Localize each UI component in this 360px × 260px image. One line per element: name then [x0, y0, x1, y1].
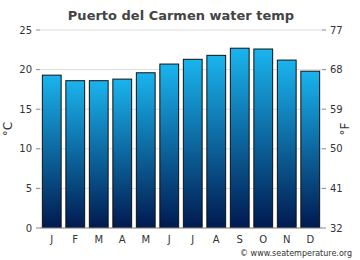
y-tick — [36, 188, 40, 189]
grid-line — [40, 30, 322, 31]
y2-tick-label: 41 — [330, 183, 343, 194]
bar — [136, 73, 155, 228]
bar — [66, 81, 85, 228]
y2-axis-label: °F — [338, 122, 352, 135]
x-tick-label: M — [94, 234, 103, 245]
y-tick-label: 5 — [26, 183, 32, 194]
y-tick — [36, 30, 40, 31]
x-tick-label: J — [190, 234, 194, 245]
y2-tick — [322, 109, 326, 110]
x-tick-label: J — [167, 234, 171, 245]
y-tick — [36, 109, 40, 110]
bar — [230, 48, 249, 228]
y2-tick-label: 59 — [330, 104, 343, 115]
x-tick-label: D — [306, 234, 314, 245]
y-tick-label: 25 — [19, 25, 32, 36]
x-tick-label: N — [283, 234, 290, 245]
footer: © www.seatemperature.org — [240, 249, 352, 258]
y-tick-label: 0 — [26, 223, 32, 234]
bar — [183, 59, 202, 228]
chart-svg: Puerto del Carmen water temp 0 5 10 15 20 25 32… — [0, 0, 360, 260]
bar — [254, 49, 273, 228]
bar — [301, 71, 320, 228]
x-tick-label: A — [213, 234, 220, 245]
title: Puerto del Carmen water temp — [68, 8, 294, 23]
x-tick-label: A — [119, 234, 126, 245]
y2-tick — [322, 30, 326, 31]
y2-tick-label: 32 — [330, 223, 343, 234]
y2-tick-label: 68 — [330, 64, 343, 75]
y2-tick — [322, 69, 326, 70]
bar — [113, 79, 132, 228]
x-axis — [40, 228, 322, 229]
x-tick-label: F — [72, 234, 78, 245]
y-axis-label: °C — [1, 122, 15, 136]
x-tick-label: M — [141, 234, 150, 245]
y-tick-label: 15 — [19, 104, 32, 115]
y2-tick — [322, 228, 326, 229]
x-tick-label: O — [259, 234, 267, 245]
x-tick-label: J — [49, 234, 53, 245]
bars — [42, 48, 319, 228]
y-tick-label: 20 — [19, 64, 32, 75]
y2-tick — [322, 188, 326, 189]
grid-line — [40, 228, 322, 229]
bar — [89, 81, 108, 228]
bar — [277, 60, 296, 228]
y2-tick-label: 50 — [330, 143, 343, 154]
y-tick — [36, 69, 40, 70]
y-tick — [36, 148, 40, 149]
bar — [42, 75, 61, 228]
bar — [207, 55, 226, 228]
y-tick-label: 10 — [19, 143, 32, 154]
y2-tick — [322, 148, 326, 149]
y-tick — [36, 228, 40, 229]
bar — [160, 64, 179, 228]
y2-tick-label: 77 — [330, 25, 343, 36]
x-tick-label: S — [237, 234, 243, 245]
chart-container: Puerto del Carmen water temp 0 5 10 15 20 25 32… — [0, 0, 360, 260]
